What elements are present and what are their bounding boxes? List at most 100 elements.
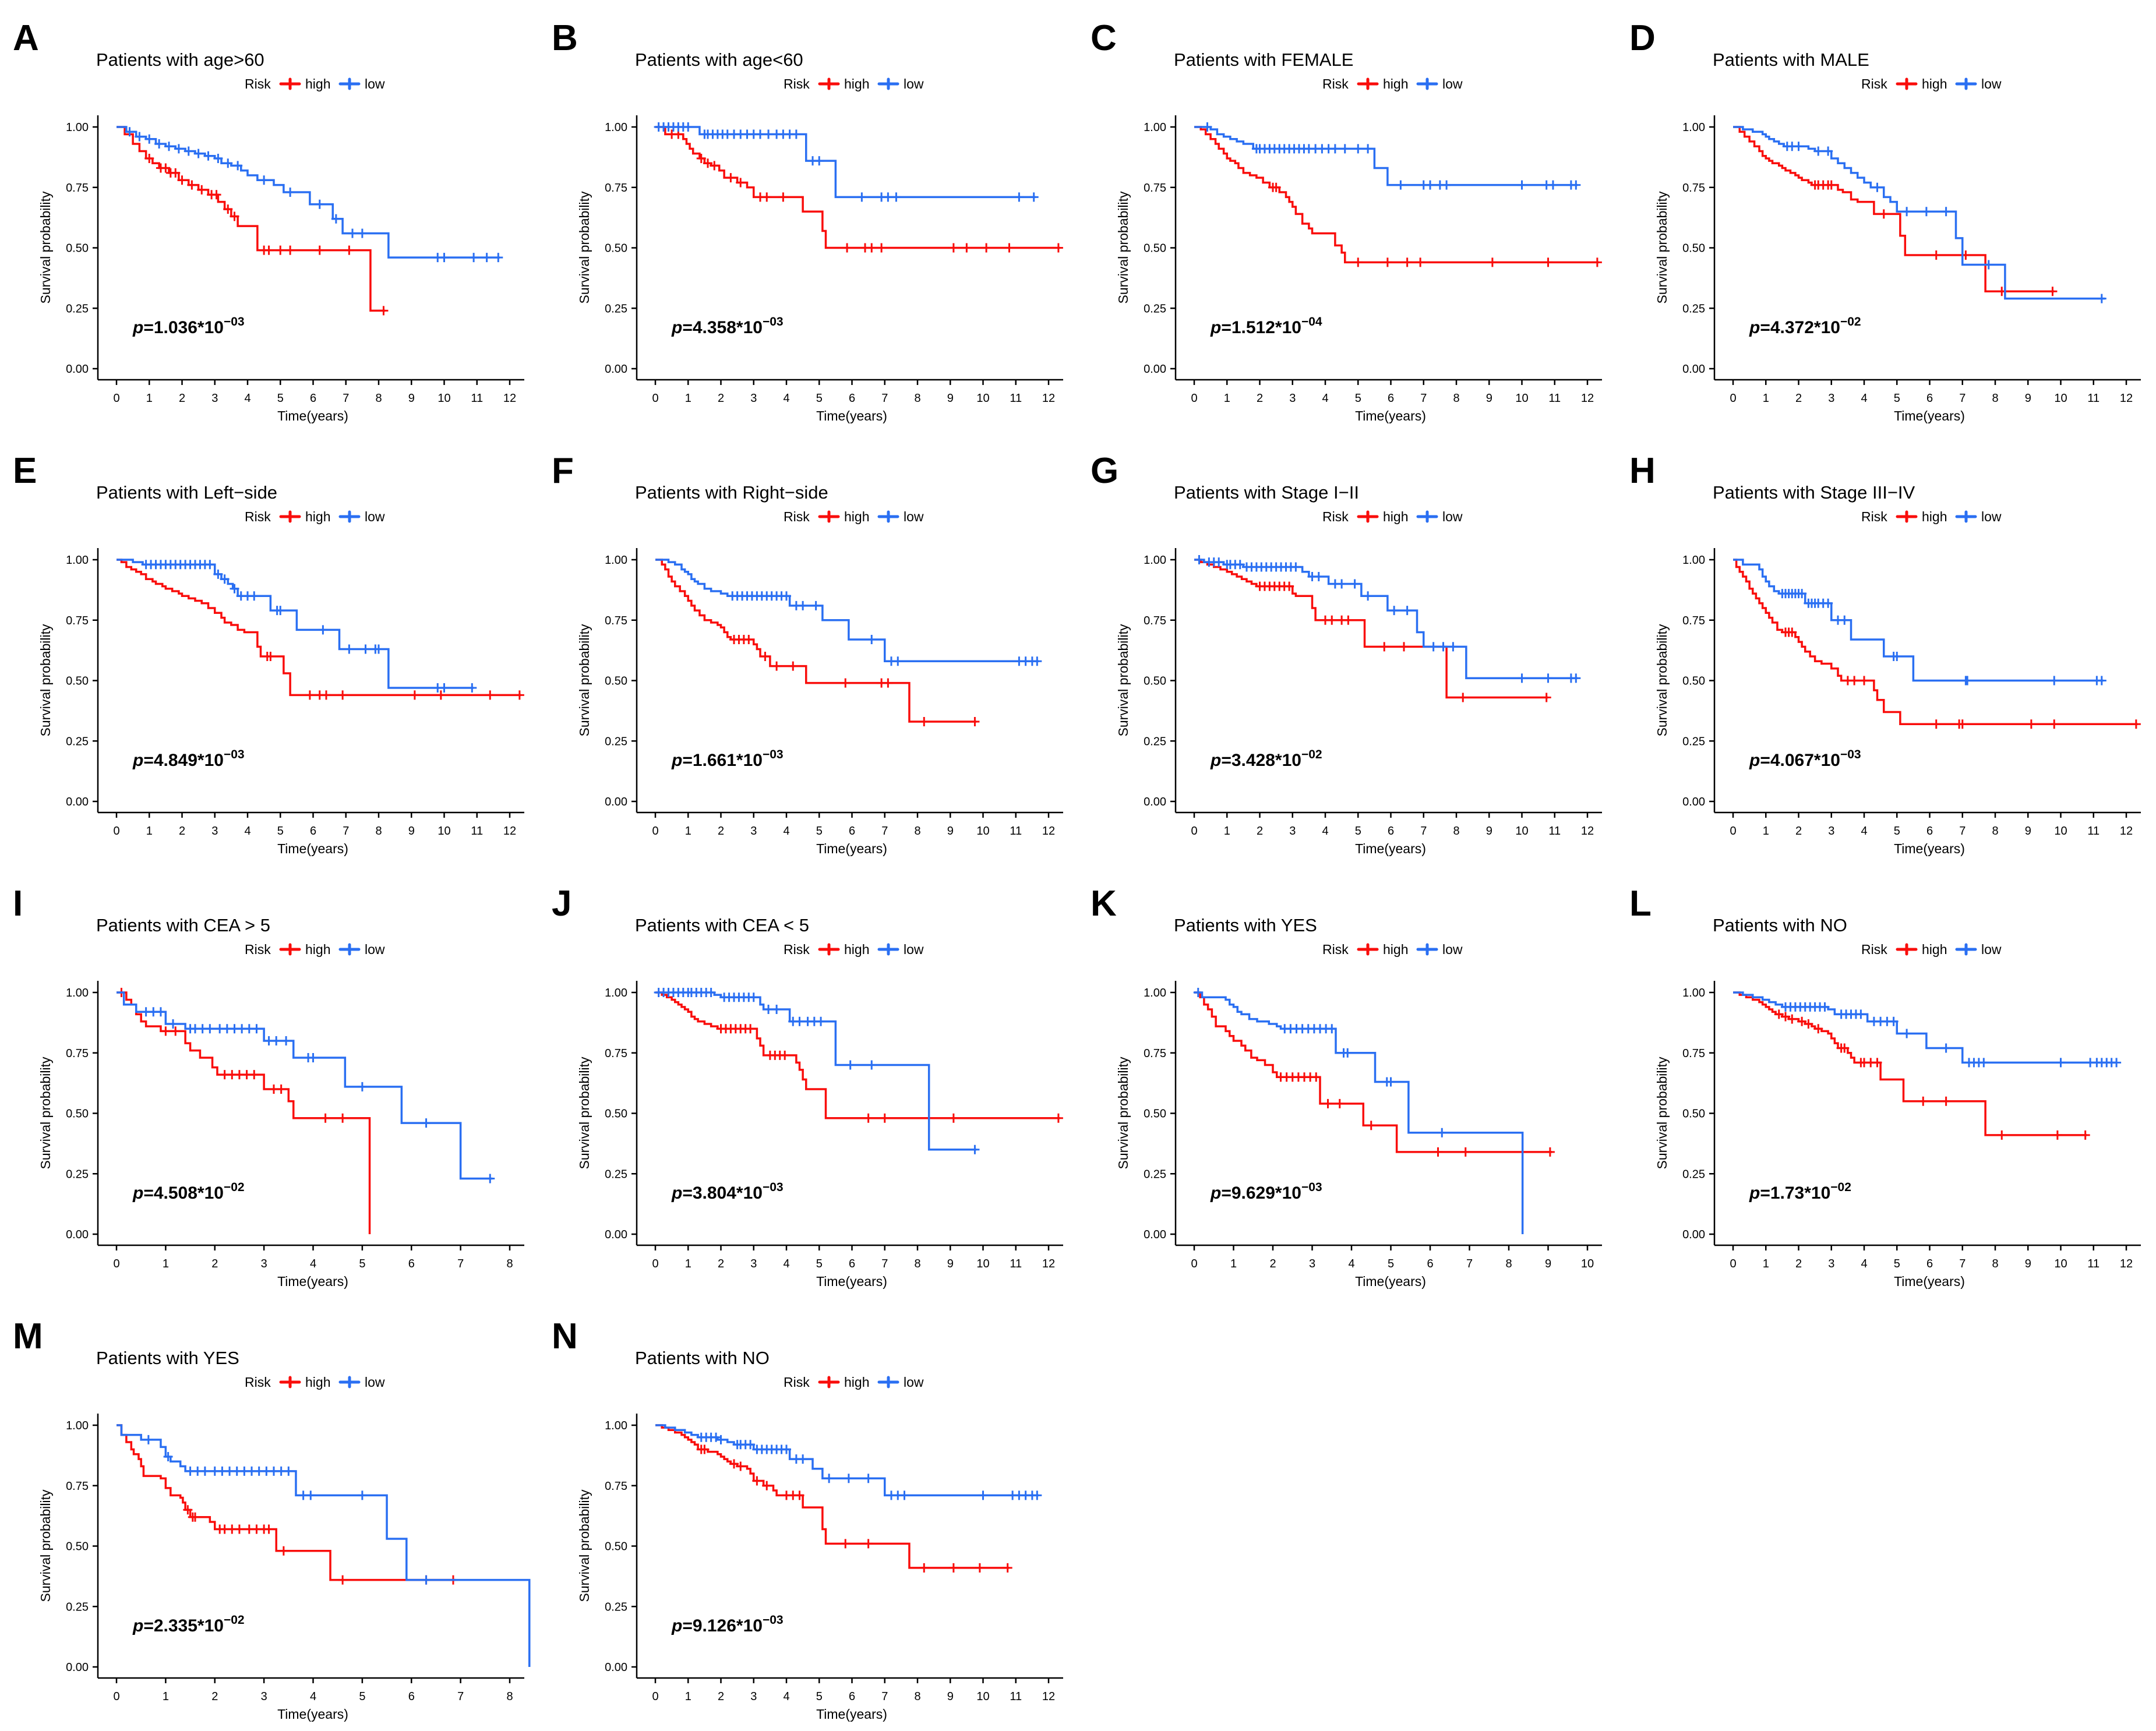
x-tick-label: 2 [718, 392, 724, 405]
survival-curve-high [655, 991, 1060, 1119]
x-tick-label: 2 [1257, 825, 1263, 838]
y-tick-label: 0.50 [1144, 1108, 1166, 1121]
survival-curve-low [1194, 559, 1578, 680]
legend-marker-low-icon [338, 77, 361, 90]
y-tick-label: 1.00 [605, 121, 627, 134]
y-tick-label: 1.00 [1144, 121, 1166, 134]
km-panel-C: C Patients with FEMALE Risk high low 1.00 0.75… [1078, 0, 1617, 433]
panel-letter: I [13, 884, 23, 924]
y-tick-label: 0.25 [1682, 735, 1705, 748]
x-tick-label: 5 [1894, 825, 1900, 838]
panel-letter: B [552, 18, 578, 58]
legend-label-low: low [365, 76, 385, 91]
x-tick-label: 7 [1959, 392, 1966, 405]
legend-marker-high-icon [818, 1376, 840, 1389]
y-tick-label: 0.75 [66, 1480, 89, 1493]
x-tick-label: 0 [113, 1257, 119, 1270]
y-tick-label: 1.00 [1682, 554, 1705, 567]
x-tick-label: 10 [976, 1690, 989, 1703]
x-tick-label: 1 [163, 1257, 169, 1270]
panel-letter: F [552, 451, 574, 491]
y-tick-label: 0.25 [605, 1601, 627, 1613]
censor-marks-low [1781, 1002, 2122, 1068]
x-tick-label: 7 [1959, 825, 1966, 838]
panel-title: Patients with NO [635, 1348, 770, 1368]
y-tick-label: 1.00 [605, 554, 627, 567]
y-axis-title: Survival probability [1654, 191, 1670, 304]
censor-marks-high [716, 1024, 1063, 1123]
y-tick-label: 0.75 [66, 182, 89, 195]
x-tick-label: 3 [1289, 825, 1296, 838]
x-tick-label: 6 [849, 825, 855, 838]
legend-label-low: low [365, 1375, 385, 1390]
legend-marker-high-icon [818, 943, 840, 956]
x-tick-label: 3 [750, 1690, 757, 1703]
x-tick-label: 5 [1388, 1257, 1394, 1270]
x-tick-label: 1 [146, 825, 153, 838]
y-tick-label: 0.25 [66, 302, 89, 315]
x-tick-label: 7 [343, 392, 349, 405]
x-tick-label: 6 [849, 392, 855, 405]
y-tick-label: 1.00 [66, 987, 89, 999]
x-tick-label: 2 [1795, 1257, 1802, 1270]
censor-marks-low [1782, 142, 2106, 303]
x-tick-label: 8 [1992, 1257, 1998, 1270]
x-tick-label: 1 [685, 392, 691, 405]
x-tick-label: 12 [503, 825, 516, 838]
survival-curve-high [1194, 126, 1599, 264]
survival-curve-high [117, 1424, 456, 1581]
x-tick-label: 8 [506, 1257, 513, 1270]
km-panel-F: F Patients with Right−side Risk high low 1.00… [539, 433, 1078, 866]
legend-label-low: low [1442, 76, 1463, 91]
x-tick-label: 11 [2087, 392, 2099, 405]
x-tick-label: 8 [914, 1690, 920, 1703]
legend-marker-high-icon [1357, 510, 1379, 523]
km-plot-svg: E Patients with Left−side Risk high low 1.00 0… [13, 451, 524, 856]
y-tick-label: 0.25 [605, 735, 627, 748]
km-panel-E: E Patients with Left−side Risk high low 1.00 0… [0, 433, 539, 866]
y-tick-label: 0.75 [1144, 1047, 1166, 1060]
x-tick-label: 2 [1795, 825, 1802, 838]
y-tick-label: 0.50 [1144, 242, 1166, 255]
y-tick-label: 0.00 [1682, 796, 1705, 808]
legend-marker-low-icon [1955, 943, 1977, 956]
x-tick-label: 5 [277, 392, 284, 405]
x-tick-label: 0 [652, 825, 658, 838]
x-tick-label: 8 [914, 1257, 920, 1270]
x-tick-label: 5 [277, 825, 284, 838]
censor-marks-low [1202, 122, 1581, 190]
km-panel-G: G Patients with Stage I−II Risk high low 1.00… [1078, 433, 1617, 866]
legend-label-high: high [305, 76, 330, 91]
km-plot-svg: I Patients with CEA > 5 Risk high low 1.00 0.7… [13, 884, 524, 1289]
x-tick-label: 3 [750, 825, 757, 838]
censor-marks-high [667, 129, 1063, 253]
panel-title: Patients with CEA < 5 [635, 915, 809, 935]
x-tick-label: 4 [310, 1257, 316, 1270]
x-tick-label: 9 [408, 825, 415, 838]
x-tick-label: 5 [1894, 1257, 1900, 1270]
y-tick-label: 0.50 [1682, 242, 1705, 255]
y-tick-label: 0.75 [605, 614, 627, 627]
censor-marks-high [144, 153, 389, 316]
km-plot-svg: F Patients with Right−side Risk high low 1.00… [552, 451, 1063, 856]
legend-label-high: high [844, 942, 869, 957]
survival-curve-high [655, 559, 977, 723]
censor-marks-high [696, 1444, 1012, 1573]
legend-title: Risk [245, 1375, 271, 1390]
y-tick-label: 0.00 [1144, 363, 1166, 376]
x-tick-label: 6 [310, 392, 316, 405]
x-tick-label: 1 [685, 1257, 691, 1270]
x-tick-label: 9 [1486, 825, 1492, 838]
legend-marker-low-icon [877, 77, 899, 90]
x-tick-label: 10 [976, 392, 989, 405]
y-tick-label: 0.25 [1144, 1168, 1166, 1181]
p-value-label: p=9.629*10−03 [1210, 1181, 1322, 1203]
x-axis-title: Time(years) [816, 1274, 887, 1289]
panel-letter: K [1091, 884, 1117, 924]
x-axis-title: Time(years) [816, 841, 887, 856]
x-tick-label: 8 [914, 392, 920, 405]
legend-marker-low-icon [338, 77, 361, 90]
legend-label-high: high [1922, 76, 1947, 91]
p-value-label: p=4.067*10−03 [1749, 748, 1861, 770]
x-tick-label: 7 [881, 1257, 888, 1270]
